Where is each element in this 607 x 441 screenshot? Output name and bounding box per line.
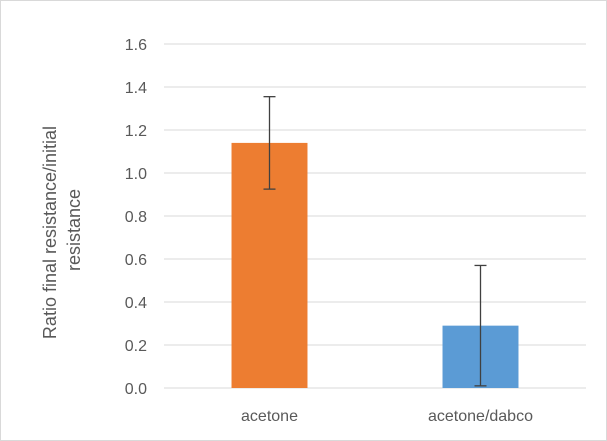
y-tick-label: 0.2 [125, 338, 147, 355]
y-tick-label: 1.6 [125, 37, 147, 54]
gridlines [164, 43, 586, 389]
y-tick-label: 0.4 [125, 295, 147, 312]
y-axis-label-line-1: Ratio final resistance/initial [40, 126, 60, 339]
y-axis-ticks: 0.0 0.2 0.4 0.6 0.8 1.0 1.2 1.4 1.6 [125, 37, 147, 398]
y-axis-label: Ratio final resistance/initial resistanc… [40, 121, 84, 339]
y-tick-label: 0.8 [125, 209, 147, 226]
y-tick-label: 1.0 [125, 166, 147, 183]
y-tick-label: 1.4 [125, 80, 147, 97]
error-bar-acetone [263, 96, 276, 190]
error-bar-acetone-dabco [474, 264, 487, 387]
y-tick-label: 0.6 [125, 252, 147, 269]
x-axis-ticks: acetone acetone/dabco [241, 408, 533, 425]
error-bars [263, 96, 487, 387]
x-tick-label: acetone/dabco [428, 408, 533, 425]
y-axis-label-line-2: resistance [64, 189, 84, 271]
y-tick-label: 0.0 [125, 381, 147, 398]
x-tick-label: acetone [241, 408, 298, 425]
y-tick-label: 1.2 [125, 123, 147, 140]
